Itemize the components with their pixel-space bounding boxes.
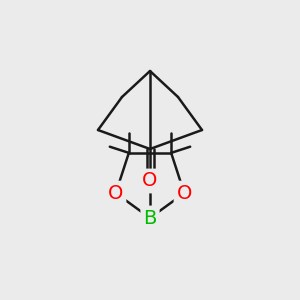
Text: O: O — [142, 172, 158, 190]
Text: O: O — [177, 184, 192, 202]
Text: B: B — [143, 208, 157, 227]
Text: O: O — [108, 184, 123, 202]
